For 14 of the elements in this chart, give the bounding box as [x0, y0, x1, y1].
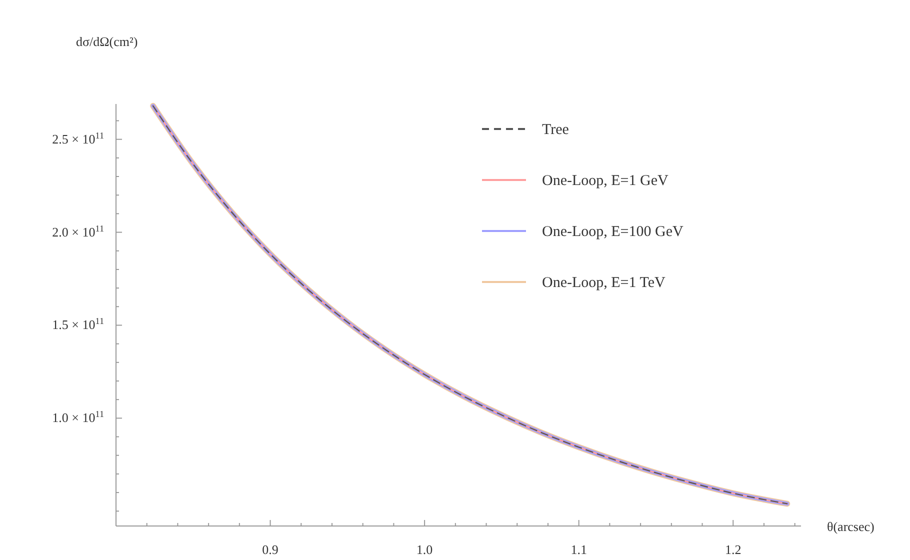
legend-label: One-Loop, E=100 GeV — [542, 224, 684, 240]
x-tick-label: 1.0 — [416, 542, 433, 557]
x-tick-label: 1.1 — [570, 542, 587, 557]
y-tick-label: 1.5 × 10$^{11}$ — [52, 316, 104, 332]
x-tick-label: 0.9 — [262, 542, 278, 557]
y-axis-title: dσ/dΩ(cm²) — [76, 34, 138, 49]
y-tick-label: 1.0 × 10$^{11}$ — [52, 409, 104, 426]
legend-label: Tree — [542, 122, 570, 138]
x-axis-title: θ(arcsec) — [827, 519, 874, 534]
legend-label: One-Loop, E=1 GeV — [542, 173, 669, 189]
x-tick-label: 1.2 — [724, 542, 742, 557]
y-tick-label: 2.0 × 10$^{11}$ — [52, 223, 104, 240]
legend-label: One-Loop, E=1 TeV — [542, 275, 666, 291]
y-tick-label: 2.5 × 10$^{11}$ — [52, 130, 104, 146]
